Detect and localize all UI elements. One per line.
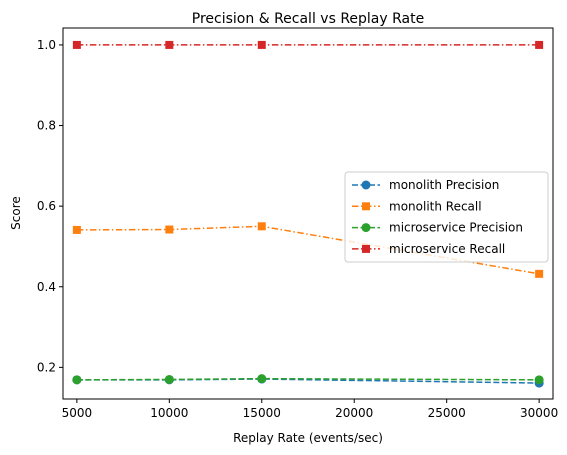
y-tick-label: 0.6	[37, 199, 56, 213]
data-point	[72, 225, 81, 234]
legend-marker	[362, 202, 370, 211]
data-point	[165, 40, 174, 49]
data-point	[257, 222, 266, 231]
legend-item: monolith Recall	[352, 199, 482, 213]
legend-marker	[361, 223, 371, 233]
legend-label: microservice Recall	[389, 242, 505, 256]
y-tick-label: 0.2	[37, 360, 56, 374]
y-axis-label: Score	[9, 196, 23, 230]
plot-frame	[62, 27, 554, 400]
series-microservice-recall	[72, 40, 544, 49]
data-point	[72, 40, 81, 49]
x-axis-label: Replay Rate (events/sec)	[233, 431, 383, 445]
legend-item: monolith Precision	[352, 178, 499, 192]
y-tick-label: 1.0	[37, 38, 56, 52]
x-tick-label: 30000	[520, 406, 558, 420]
data-point	[535, 40, 544, 49]
data-point	[535, 269, 544, 278]
series-microservice-precision	[72, 374, 544, 385]
y-tick-label: 0.8	[37, 119, 56, 133]
series-monolith-precision	[72, 374, 544, 388]
x-tick-label: 20000	[335, 406, 373, 420]
data-point	[165, 225, 174, 234]
x-tick-label: 25000	[428, 406, 466, 420]
legend-box	[344, 171, 549, 263]
y-tick-label: 0.4	[37, 280, 56, 294]
legend-marker	[361, 180, 371, 190]
data-point	[72, 375, 82, 385]
x-tick-label: 10000	[150, 406, 188, 420]
data-point	[164, 374, 174, 384]
legend: monolith Precision monolith Recall microse…	[344, 171, 549, 263]
data-point	[257, 374, 267, 384]
x-tick-label: 5000	[62, 406, 93, 420]
legend-label: monolith Recall	[389, 199, 482, 213]
x-tick-label: 15000	[243, 406, 281, 420]
legend-label: monolith Precision	[389, 178, 499, 192]
data-point	[257, 40, 266, 49]
data-point	[534, 375, 544, 385]
series-line	[76, 377, 540, 381]
legend-label: microservice Precision	[389, 221, 523, 235]
legend-item: microservice Recall	[352, 242, 505, 256]
chart-title: Precision & Recall vs Replay Rate	[192, 11, 424, 27]
legend-item: microservice Precision	[352, 221, 523, 235]
legend-marker	[362, 244, 370, 253]
